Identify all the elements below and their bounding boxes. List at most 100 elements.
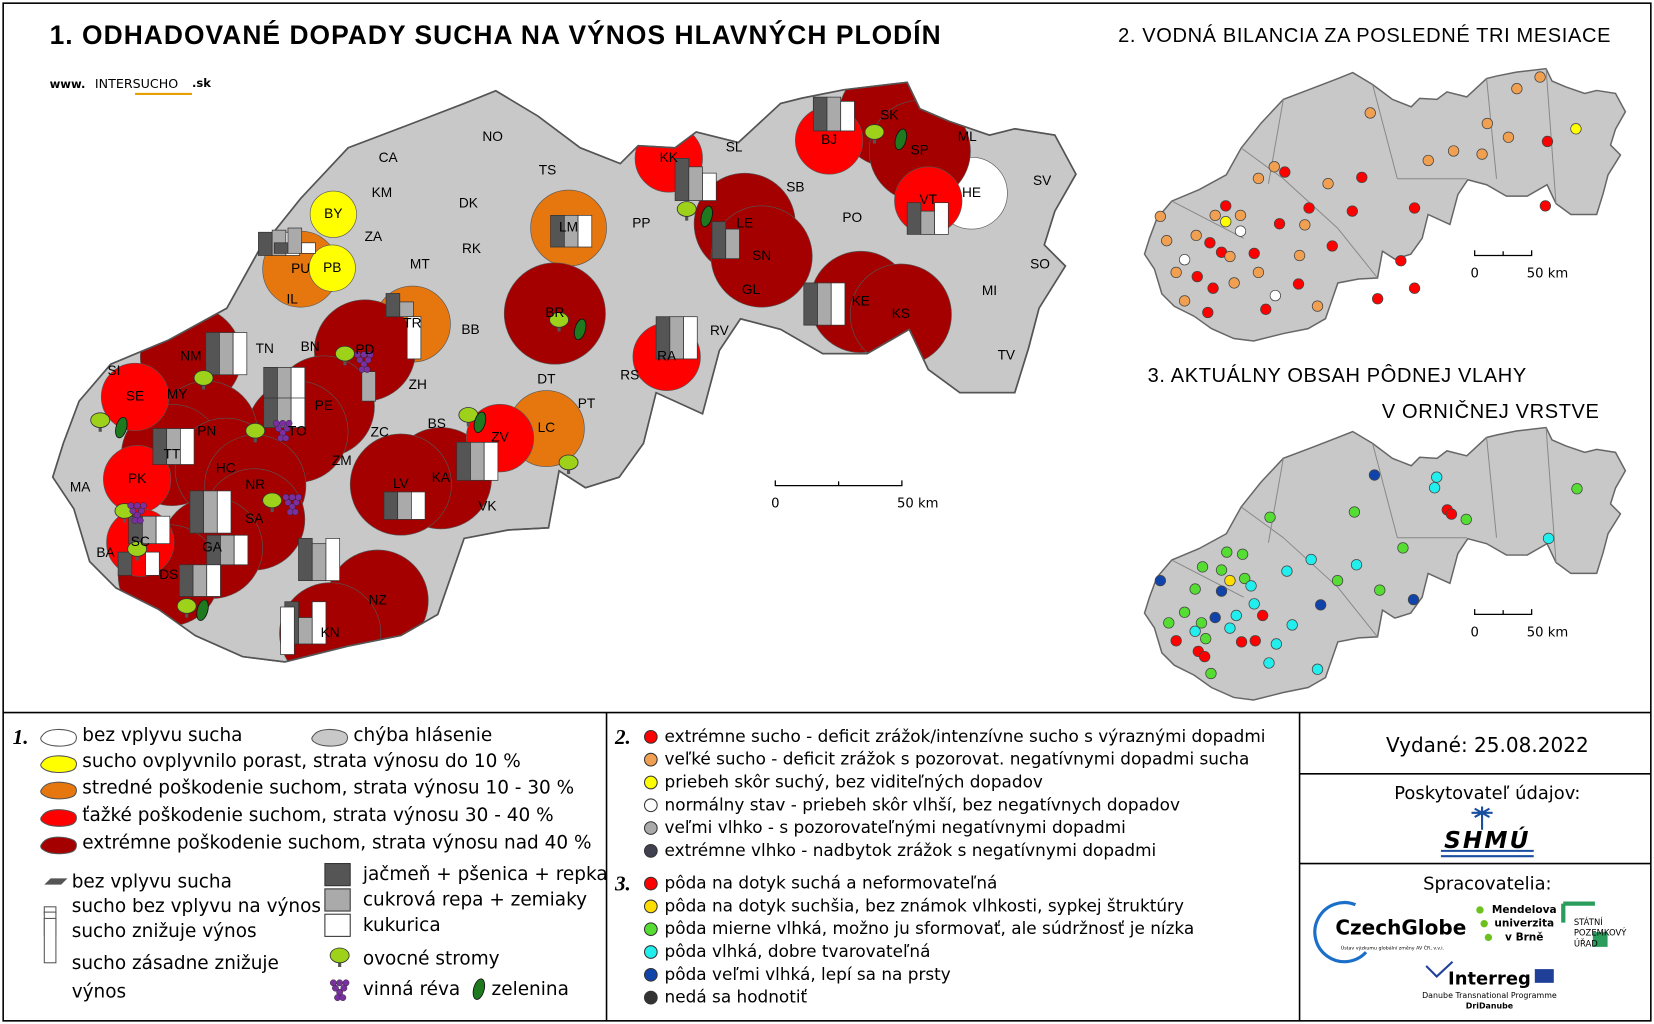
district-label: ZH (409, 377, 427, 392)
crop-bar (399, 301, 414, 318)
crop-bar (263, 367, 278, 402)
logo-graphic (1471, 806, 1493, 830)
district-label: MI (982, 283, 997, 298)
station-dot (1209, 611, 1221, 624)
crop-bar (803, 282, 818, 326)
district (309, 190, 357, 238)
station-dot (1224, 574, 1236, 587)
district-label: ZC (371, 424, 389, 439)
station-dot (1154, 210, 1166, 223)
grape-icon (295, 493, 302, 501)
crop-bar (688, 166, 703, 201)
crop-bar (216, 490, 232, 534)
logo-graphic (1561, 901, 1608, 947)
legend-swatch (44, 878, 68, 885)
crop-bar (470, 441, 485, 481)
station-dot (1209, 209, 1221, 222)
station-dot (1264, 511, 1276, 523)
station-dot (1205, 667, 1217, 680)
legend-swatch (40, 836, 77, 855)
info-text: DriDanube (1466, 1002, 1513, 1011)
grape-icon (363, 366, 371, 373)
legend-label: kukurica (363, 915, 441, 936)
legend-dot (643, 922, 658, 937)
station-dot (1252, 266, 1265, 279)
crop-bar (577, 214, 593, 248)
legend-label: jačmeň + pšenica + repka (362, 864, 608, 885)
tree-icon (193, 370, 214, 386)
region-border (1240, 506, 1284, 539)
crop-bar (203, 490, 218, 534)
station-dot (1191, 270, 1203, 283)
tree-icon (176, 598, 197, 614)
vegetable-icon (473, 411, 487, 433)
crop-bar (189, 490, 204, 534)
district-label: MT (410, 257, 430, 272)
crop-bar (711, 221, 727, 260)
web: .sk (192, 76, 211, 90)
legend-number: 2. (614, 725, 631, 749)
district-label: BJ (821, 132, 837, 147)
station-dot (1224, 622, 1236, 634)
station-dot (1364, 107, 1376, 119)
legend-label: pôda na dotyk suchšia, bez známok vlhkos… (665, 895, 1184, 915)
station-dot (1224, 250, 1236, 263)
district-label: KM (372, 185, 393, 200)
district-label: SB (786, 180, 804, 195)
crop-bar (192, 564, 208, 597)
station-dot (1230, 609, 1242, 622)
crop-bar (840, 100, 855, 132)
legend-swatch (40, 728, 77, 747)
map-title: 1. ODHADOVANÉ DOPADY SUCHA NA VÝNOS HLAV… (50, 20, 942, 50)
district-label: TR (403, 316, 421, 331)
region-border (1372, 443, 1398, 538)
info-text: CzechGlobe (1335, 915, 1466, 939)
district-label: ZA (365, 229, 383, 244)
station-dot (1202, 306, 1214, 319)
crop-bar (725, 228, 740, 260)
scale-label: 50 km (1527, 266, 1568, 281)
country (1143, 426, 1627, 701)
district-label: DT (537, 372, 556, 387)
station-dot (1395, 255, 1407, 267)
crop-bar (311, 543, 327, 581)
station-dot (1249, 635, 1261, 647)
crop-bar (290, 397, 306, 428)
district-label: SO (1030, 257, 1050, 272)
legend-swatch (324, 913, 351, 937)
crop-bar (220, 534, 235, 566)
district-label: BS (428, 416, 446, 431)
district-label: GA (202, 540, 223, 555)
district-label: SN (752, 248, 771, 263)
district-label: RS (620, 367, 639, 382)
map-title: V ORNIČNEJ VRSTVE (1382, 400, 1600, 423)
info-text: Vydané: 25.08.2022 (1386, 733, 1589, 757)
district-label: PB (323, 260, 341, 275)
legend-label: priebeh skôr suchý, bez viditeľných dopa… (665, 771, 1043, 791)
crop-bar (206, 564, 221, 597)
scale-label: 0 (1470, 266, 1478, 281)
station-dot (1269, 289, 1281, 302)
grape-icon (127, 502, 135, 510)
grape-icon (133, 502, 141, 510)
district-label: LV (393, 476, 410, 491)
district-label: ML (958, 129, 977, 144)
district-label: KE (852, 294, 870, 309)
crop-bar (219, 332, 234, 376)
legend-dot (643, 967, 658, 982)
scale-bar (1474, 250, 1533, 257)
station-dot (1348, 506, 1361, 518)
station-dot (1305, 553, 1317, 566)
country (1143, 426, 1627, 701)
logo-graphic (1476, 906, 1484, 914)
region-border (1486, 437, 1498, 538)
legend-label: ovocné stromy (363, 949, 500, 970)
crop-bar (361, 371, 376, 402)
legend-label: výnos (72, 981, 126, 1002)
district-label: GL (742, 282, 761, 297)
station-dot (1161, 235, 1173, 247)
district-label: SC (131, 534, 150, 549)
tree-icon (127, 541, 148, 557)
station-dot (1371, 293, 1384, 305)
legend-label: pôda mierne vlhká, možno ju sformovať, a… (665, 918, 1195, 938)
